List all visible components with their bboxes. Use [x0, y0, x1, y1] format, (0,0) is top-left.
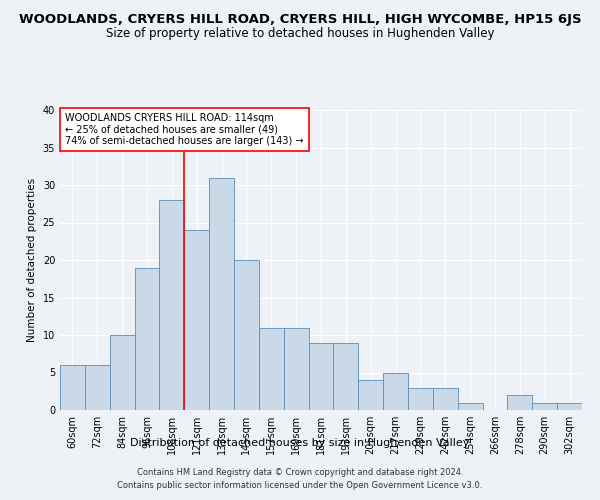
Bar — [184, 230, 209, 410]
Bar — [458, 402, 482, 410]
Bar — [110, 335, 134, 410]
Bar — [508, 395, 532, 410]
Bar — [383, 372, 408, 410]
Text: WOODLANDS, CRYERS HILL ROAD, CRYERS HILL, HIGH WYCOMBE, HP15 6JS: WOODLANDS, CRYERS HILL ROAD, CRYERS HILL… — [19, 12, 581, 26]
Bar — [408, 388, 433, 410]
Bar — [308, 342, 334, 410]
Bar — [259, 328, 284, 410]
Bar — [284, 328, 308, 410]
Bar — [60, 365, 85, 410]
Text: Size of property relative to detached houses in Hughenden Valley: Size of property relative to detached ho… — [106, 28, 494, 40]
Bar — [433, 388, 458, 410]
Text: Contains HM Land Registry data © Crown copyright and database right 2024.: Contains HM Land Registry data © Crown c… — [137, 468, 463, 477]
Bar — [209, 178, 234, 410]
Bar — [532, 402, 557, 410]
Text: Distribution of detached houses by size in Hughenden Valley: Distribution of detached houses by size … — [130, 438, 470, 448]
Bar — [160, 200, 184, 410]
Bar — [358, 380, 383, 410]
Text: Contains public sector information licensed under the Open Government Licence v3: Contains public sector information licen… — [118, 480, 482, 490]
Bar — [234, 260, 259, 410]
Bar — [85, 365, 110, 410]
Text: WOODLANDS CRYERS HILL ROAD: 114sqm
← 25% of detached houses are smaller (49)
74%: WOODLANDS CRYERS HILL ROAD: 114sqm ← 25%… — [65, 113, 304, 146]
Bar — [557, 402, 582, 410]
Bar — [334, 342, 358, 410]
Bar — [134, 268, 160, 410]
Y-axis label: Number of detached properties: Number of detached properties — [27, 178, 37, 342]
